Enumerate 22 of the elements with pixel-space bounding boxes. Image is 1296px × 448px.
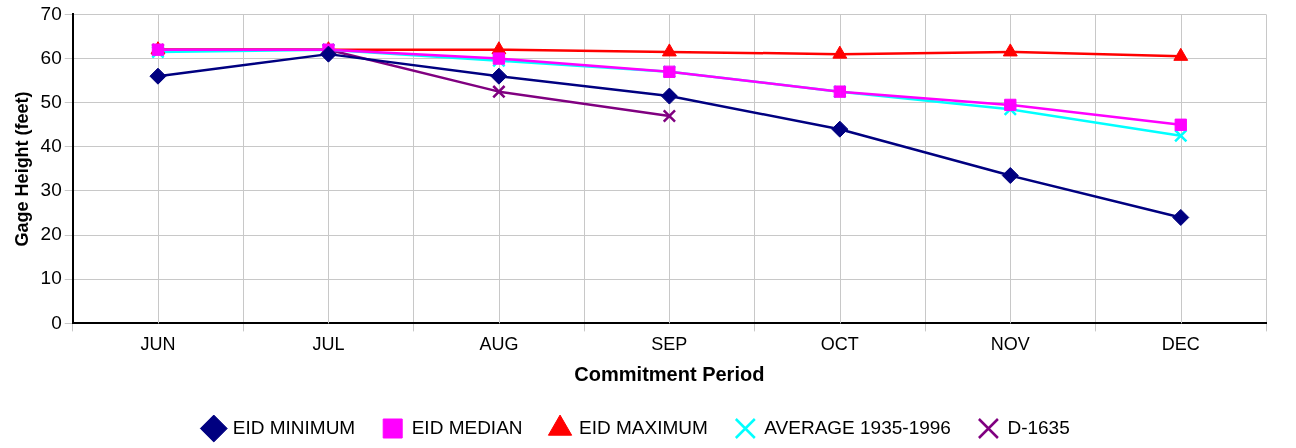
y-tick-label: 40	[40, 135, 62, 157]
legend-label: EID MINIMUM	[232, 416, 356, 438]
y-tick-label: 10	[40, 267, 62, 289]
y-tick-label: 70	[40, 2, 62, 24]
x-axis-title: Commitment Period	[574, 362, 765, 385]
x-tick-label: OCT	[820, 334, 859, 355]
x-tick-label: JUN	[140, 334, 176, 355]
y-tick-label: 20	[40, 223, 62, 245]
legend-label: EID MAXIMUM	[579, 416, 708, 438]
y-tick-label: 60	[40, 46, 62, 68]
x-tick-label: DEC	[1161, 334, 1200, 355]
y-tick-label: 50	[40, 90, 62, 112]
y-axis-title: Gage Height (feet)	[11, 91, 32, 247]
legend-label: AVERAGE 1935-1996	[764, 416, 951, 438]
x-tick-label: NOV	[990, 334, 1030, 355]
legend-label: EID MEDIAN	[411, 416, 523, 438]
x-tick-label: SEP	[651, 334, 688, 355]
y-tick-label: 30	[40, 179, 62, 201]
legend-label: D-1635	[1007, 416, 1070, 438]
y-tick-label: 0	[51, 311, 62, 333]
x-tick-label: AUG	[479, 334, 519, 355]
x-tick-label: JUL	[312, 334, 345, 355]
